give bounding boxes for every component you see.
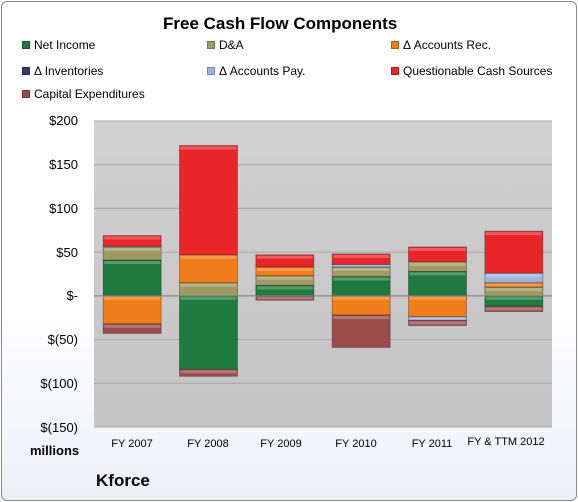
- bar-highlight: [409, 272, 466, 276]
- legend-label: Δ Accounts Rec.: [403, 38, 492, 52]
- legend-label: Δ Accounts Pay.: [219, 64, 306, 78]
- bar-segment: [179, 145, 238, 256]
- legend-label: D&A: [219, 38, 244, 52]
- bar-segment: [255, 254, 315, 268]
- legend-label: Δ Inventories: [34, 64, 104, 78]
- bar-highlight: [333, 277, 390, 281]
- legend-swatch: [22, 67, 30, 75]
- bar-highlight: [409, 296, 466, 300]
- bar-highlight: [485, 296, 542, 300]
- legend-swatch: [391, 67, 399, 75]
- x-tick-label: FY 2009: [260, 438, 302, 450]
- bar-highlight: [104, 261, 161, 265]
- x-tick-label: FY 2007: [111, 438, 153, 450]
- y-tick-label: $100: [49, 201, 78, 216]
- units-label: millions: [30, 443, 80, 458]
- bar-segment: [408, 270, 467, 297]
- bar-highlight: [485, 288, 542, 292]
- bar-highlight: [104, 324, 161, 328]
- x-tick-label: FY 2011: [411, 438, 453, 450]
- legend-item-accounts-pay: Δ Accounts Pay.: [207, 64, 306, 78]
- legend-label: Capital Expenditures: [34, 87, 145, 101]
- bar-highlight: [104, 247, 161, 251]
- bar-segment: [179, 295, 238, 370]
- legend-item-inventories: Δ Inventories: [22, 64, 103, 78]
- legend-swatch: [22, 41, 30, 49]
- legend-item-capex: Capital Expenditures: [22, 87, 145, 101]
- bar-highlight: [256, 268, 313, 272]
- bar-segment: [331, 253, 391, 265]
- bar-segment: [331, 314, 391, 348]
- x-tick-label: FY 2010: [335, 438, 377, 450]
- company-name: Kforce: [96, 471, 150, 490]
- bar-highlight: [180, 146, 237, 150]
- y-tick-label: $(150): [40, 420, 78, 435]
- y-tick-label: $(50): [47, 332, 78, 347]
- bar-highlight: [180, 370, 237, 374]
- x-tick-label: FY 2008: [187, 438, 229, 450]
- y-tick-label: $50: [56, 245, 78, 260]
- bar-highlight: [485, 274, 542, 278]
- y-tick-label: $150: [49, 157, 78, 172]
- bar-highlight: [256, 296, 313, 300]
- legend-label: Questionable Cash Sources: [403, 64, 553, 78]
- bar-segment: [102, 259, 162, 297]
- chart-title: Free Cash Flow Components: [163, 14, 398, 33]
- bar-segment: [408, 319, 467, 326]
- plot-background: [94, 121, 552, 427]
- bar-highlight: [333, 316, 390, 320]
- bar-segment: [179, 254, 238, 284]
- bar-highlight: [333, 296, 390, 300]
- bar-highlight: [180, 255, 237, 259]
- bar-highlight: [485, 307, 542, 311]
- y-tick-label: $-: [66, 288, 78, 303]
- bar-segment: [484, 305, 544, 312]
- bar-segment: [408, 246, 467, 263]
- bar-highlight: [485, 283, 542, 287]
- y-tick-label: $200: [49, 113, 78, 128]
- legend-swatch: [22, 90, 30, 98]
- bar-highlight: [256, 286, 313, 290]
- bar-highlight: [409, 247, 466, 251]
- legend-item-net-income: Net Income: [22, 38, 95, 52]
- bar-highlight: [333, 268, 390, 272]
- bar-segment: [102, 235, 162, 247]
- bar-highlight: [409, 317, 466, 320]
- legend-item-questionable: Questionable Cash Sources: [391, 64, 552, 78]
- legend-swatch: [207, 67, 215, 75]
- legend-swatch: [207, 41, 215, 49]
- x-tick-label: FY & TTM 2012: [467, 436, 545, 448]
- bar-segment: [102, 295, 162, 325]
- bar-segment: [179, 368, 238, 377]
- bar-highlight: [104, 236, 161, 240]
- bar-highlight: [333, 254, 390, 258]
- legend-item-accounts-rec: Δ Accounts Rec.: [391, 38, 491, 52]
- bar-highlight: [256, 255, 313, 259]
- bar-highlight: [409, 262, 466, 266]
- bar-segment: [484, 230, 544, 274]
- bar-highlight: [256, 276, 313, 280]
- bar-highlight: [333, 265, 390, 267]
- y-tick-label: $(100): [40, 376, 78, 391]
- legend-swatch: [391, 41, 399, 49]
- legend-label: Net Income: [34, 38, 96, 52]
- bar-highlight: [485, 232, 542, 236]
- bar-highlight: [180, 296, 237, 300]
- bar-highlight: [409, 321, 466, 325]
- bar-segment: [102, 323, 162, 334]
- bar-highlight: [104, 296, 161, 300]
- legend-item-da: D&A: [207, 38, 244, 52]
- bar-highlight: [180, 283, 237, 287]
